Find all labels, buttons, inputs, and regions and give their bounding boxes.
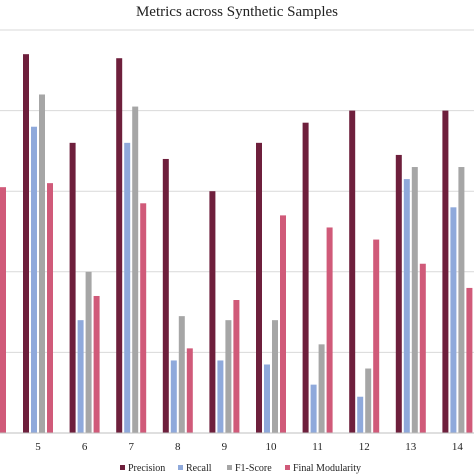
x-tick-label-11: 11 <box>312 441 323 453</box>
bar-recall-12 <box>357 396 364 433</box>
legend: Precision Recall F1-Score Final Modularity <box>120 463 361 474</box>
gridlines <box>0 29 474 353</box>
x-tick-label-7: 7 <box>128 441 134 453</box>
bar-final-modularity-6 <box>93 295 100 433</box>
bar-final-modularity-7 <box>140 203 147 433</box>
bar-recall-6 <box>77 320 84 433</box>
bar-f1-score-10 <box>272 320 278 433</box>
legend-label-recall: Recall <box>186 463 212 474</box>
legend-swatch-f1-score <box>227 465 232 470</box>
bar-recall-5 <box>31 126 37 433</box>
bar-partial-final-modularity <box>0 187 6 433</box>
bar-f1-score-9 <box>225 320 232 433</box>
x-tick-label-12: 12 <box>359 441 370 453</box>
bar-precision-14 <box>442 110 449 433</box>
bar-final-modularity-11 <box>326 227 333 433</box>
bar-f1-score-13 <box>411 167 418 433</box>
legend-label-final-modularity: Final Modularity <box>293 463 361 474</box>
bar-precision-13 <box>395 154 402 433</box>
bar-recall-7 <box>124 142 131 433</box>
bar-precision-11 <box>302 122 309 433</box>
bar-recall-13 <box>403 179 410 433</box>
bar-f1-score-11 <box>318 344 325 433</box>
x-tick-label-8: 8 <box>175 441 181 453</box>
bar-recall-10 <box>264 364 270 433</box>
legend-swatch-recall <box>178 465 183 470</box>
bar-f1-score-6 <box>85 271 92 433</box>
bar-final-modularity-14 <box>466 287 473 433</box>
bar-recall-14 <box>450 207 457 433</box>
x-tick-label-6: 6 <box>82 441 88 453</box>
bar-final-modularity-9 <box>233 300 240 433</box>
x-tick-label-13: 13 <box>405 441 417 453</box>
bar-final-modularity-8 <box>186 348 193 433</box>
bar-final-modularity-5 <box>47 183 53 433</box>
chart-title: Metrics across Synthetic Samples <box>136 4 338 20</box>
bar-final-modularity-10 <box>280 215 286 433</box>
x-tick-labels: 5 6 7 8 9 10 11 12 13 14 <box>35 441 463 453</box>
bar-precision-9 <box>209 191 216 433</box>
bar-recall-11 <box>310 384 317 433</box>
bar-f1-score-5 <box>39 94 45 433</box>
bar-f1-score-12 <box>365 368 372 433</box>
bar-precision-6 <box>69 142 76 433</box>
bar-final-modularity-12 <box>373 239 380 433</box>
x-tick-label-5: 5 <box>35 441 41 453</box>
legend-swatch-precision <box>120 465 125 470</box>
bar-f1-score-7 <box>132 106 139 433</box>
bar-recall-8 <box>170 360 177 433</box>
bar-precision-8 <box>162 158 169 433</box>
bar-precision-7 <box>116 58 123 434</box>
bar-precision-10 <box>256 142 262 433</box>
x-tick-label-10: 10 <box>266 441 278 453</box>
legend-label-f1-score: F1-Score <box>235 463 272 474</box>
bar-precision-12 <box>349 110 356 433</box>
bars <box>0 54 473 434</box>
x-tick-label-9: 9 <box>222 441 228 453</box>
x-tick-label-14: 14 <box>452 441 464 453</box>
bar-precision-5 <box>23 54 29 434</box>
legend-label-precision: Precision <box>128 463 165 474</box>
bar-recall-9 <box>217 360 224 433</box>
bar-f1-score-8 <box>178 316 185 433</box>
bar-f1-score-14 <box>458 167 465 433</box>
legend-swatch-final-modularity <box>285 465 290 470</box>
bar-final-modularity-13 <box>419 263 426 433</box>
